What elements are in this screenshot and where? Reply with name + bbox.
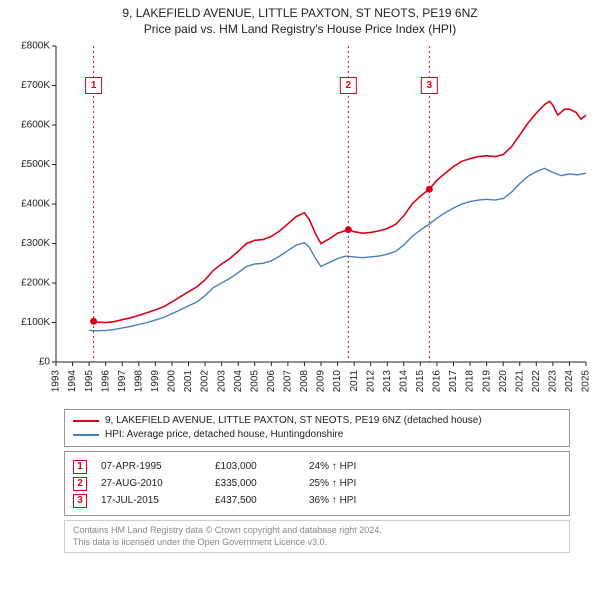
sale-marker-box: 1: [73, 460, 87, 474]
legend-swatch: [73, 434, 99, 436]
y-tick-label: £0: [39, 357, 51, 368]
y-tick-label: £600K: [21, 120, 50, 131]
attribution-box: Contains HM Land Registry data © Crown c…: [64, 520, 570, 553]
sale-point: [426, 186, 433, 193]
legend-box: 9, LAKEFIELD AVENUE, LITTLE PAXTON, ST N…: [64, 409, 570, 447]
x-tick-label: 2024: [564, 370, 575, 393]
attribution-line-2: This data is licensed under the Open Gov…: [73, 537, 561, 549]
x-tick-label: 2005: [249, 370, 260, 393]
y-tick-label: £400K: [21, 199, 50, 210]
x-tick-label: 2014: [398, 370, 409, 393]
sale-marker-label-3: 3: [427, 80, 433, 91]
sale-row: 2 27-AUG-2010 £335,000 25% ↑ HPI: [73, 475, 561, 492]
sale-date: 07-APR-1995: [101, 458, 201, 475]
sale-row: 1 07-APR-1995 £103,000 24% ↑ HPI: [73, 458, 561, 475]
y-tick-label: £100K: [21, 317, 50, 328]
sale-date: 17-JUL-2015: [101, 492, 201, 509]
x-tick-label: 2008: [299, 370, 310, 393]
x-tick-label: 2003: [216, 370, 227, 393]
legend-row: HPI: Average price, detached house, Hunt…: [73, 428, 561, 442]
x-tick-label: 2007: [283, 370, 294, 393]
sale-marker-label-2: 2: [346, 80, 352, 91]
y-tick-label: £800K: [21, 41, 50, 52]
x-tick-label: 2020: [498, 370, 509, 393]
sale-point: [90, 318, 97, 325]
sale-price: £335,000: [215, 475, 295, 492]
y-tick-label: £700K: [21, 80, 50, 91]
title-sub: Price paid vs. HM Land Registry's House …: [4, 22, 596, 36]
x-tick-label: 2000: [167, 370, 178, 393]
x-tick-label: 2019: [481, 370, 492, 393]
x-tick-label: 2011: [349, 370, 360, 392]
sale-date: 27-AUG-2010: [101, 475, 201, 492]
x-tick-label: 2017: [448, 370, 459, 393]
sale-marker-box: 3: [73, 494, 87, 508]
sale-price: £103,000: [215, 458, 295, 475]
y-tick-label: £300K: [21, 238, 50, 249]
x-tick-label: 1996: [100, 370, 111, 393]
chart-wrap: £0 £100K £200K £300K £400K £500K £600K £700K £80…: [0, 38, 600, 403]
sale-marker-box: 2: [73, 477, 87, 491]
x-tick-label: 2012: [365, 370, 376, 393]
attribution-line-1: Contains HM Land Registry data © Crown c…: [73, 525, 561, 537]
legend-row: 9, LAKEFIELD AVENUE, LITTLE PAXTON, ST N…: [73, 414, 561, 428]
legend-label: 9, LAKEFIELD AVENUE, LITTLE PAXTON, ST N…: [105, 414, 482, 428]
x-tick-label: 2001: [183, 370, 194, 393]
x-tick-label: 1995: [84, 370, 95, 393]
sale-point: [345, 226, 352, 233]
x-tick-label: 1999: [150, 370, 161, 393]
sale-marker-label-1: 1: [91, 80, 97, 91]
x-tick-label: 2010: [332, 370, 343, 393]
title-main: 9, LAKEFIELD AVENUE, LITTLE PAXTON, ST N…: [4, 6, 596, 20]
page-container: 9, LAKEFIELD AVENUE, LITTLE PAXTON, ST N…: [0, 0, 600, 553]
legend-label: HPI: Average price, detached house, Hunt…: [105, 428, 343, 442]
x-tick-label: 2013: [382, 370, 393, 393]
x-tick-label: 1998: [133, 370, 144, 393]
y-tick-label: £500K: [21, 159, 50, 170]
x-tick-label: 2021: [514, 370, 525, 393]
x-tick-label: 2006: [266, 370, 277, 393]
x-tick-label: 1993: [51, 370, 62, 393]
x-tick-label: 1994: [67, 370, 78, 393]
x-tick-label: 2022: [531, 370, 542, 393]
y-tick-label: £200K: [21, 278, 50, 289]
x-tick-label: 2009: [316, 370, 327, 393]
legend-swatch: [73, 420, 99, 422]
x-tick-label: 2018: [465, 370, 476, 393]
x-tick-label: 2015: [415, 370, 426, 393]
x-tick-label: 2002: [200, 370, 211, 393]
sale-row: 3 17-JUL-2015 £437,500 36% ↑ HPI: [73, 492, 561, 509]
sales-table: 1 07-APR-1995 £103,000 24% ↑ HPI 2 27-AUG-201…: [64, 451, 570, 516]
sale-pct: 25% ↑ HPI: [309, 475, 356, 492]
sale-pct: 24% ↑ HPI: [309, 458, 356, 475]
x-tick-label: 2004: [233, 370, 244, 393]
price-chart: £0 £100K £200K £300K £400K £500K £600K £700K £80…: [0, 38, 600, 398]
titles-block: 9, LAKEFIELD AVENUE, LITTLE PAXTON, ST N…: [0, 0, 600, 38]
x-tick-label: 2016: [432, 370, 443, 393]
x-tick-label: 2023: [548, 370, 559, 393]
x-tick-label: 1997: [117, 370, 128, 393]
sale-price: £437,500: [215, 492, 295, 509]
sale-pct: 36% ↑ HPI: [309, 492, 356, 509]
x-tick-label: 2025: [581, 370, 592, 393]
